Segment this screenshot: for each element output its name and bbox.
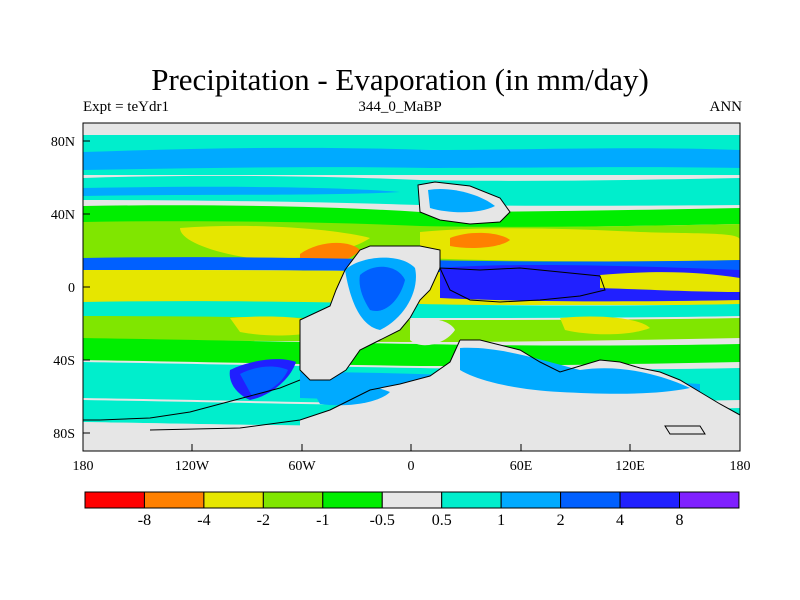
lat-tick: 0 [68, 281, 90, 296]
contour-band [240, 366, 288, 396]
contour-band [359, 266, 405, 311]
colorbar-label: 1 [497, 512, 505, 529]
colorbar-label: 4 [616, 512, 624, 529]
landmass [410, 318, 455, 346]
colorbar: -8 -4 -2 -1 -0.5 0.5 1 2 4 8 [84, 491, 740, 529]
lat-label-80s: 80S [53, 427, 75, 442]
colorbar-swatch [143, 491, 205, 509]
lon-tick: 180 [73, 444, 94, 474]
colorbar-swatch [441, 491, 502, 509]
colorbar-label: 8 [676, 512, 684, 529]
lon-tick: 180 [730, 444, 751, 474]
colorbar-label: -0.5 [370, 512, 395, 529]
latitude-axis: 80N 40N 0 40S 80S [51, 135, 90, 442]
lon-label-60w: 60W [288, 459, 316, 474]
experiment-label: Expt = teYdr1 [83, 99, 169, 115]
lat-tick: 80S [53, 427, 90, 442]
colorbar-swatch [381, 491, 443, 509]
contour-band [600, 272, 740, 292]
field-layer [83, 123, 740, 451]
season-label: ANN [709, 99, 743, 115]
lon-label-120w: 120W [175, 459, 210, 474]
colorbar-swatch [500, 491, 562, 509]
period-label: 344_0_MaBP [358, 99, 442, 115]
colorbar-label: -8 [138, 512, 151, 529]
lat-label-40s: 40S [53, 354, 75, 369]
lon-tick: 60W [288, 444, 316, 474]
coastlines [83, 181, 741, 435]
colorbar-label: 2 [557, 512, 565, 529]
contour-band [450, 232, 510, 248]
lon-label-60e: 60E [510, 459, 533, 474]
lon-tick: 120W [175, 444, 210, 474]
lon-label-180e: 180 [730, 459, 751, 474]
contour-band [460, 347, 690, 394]
colorbar-swatch [203, 491, 264, 509]
colorbar-swatch [84, 491, 145, 509]
lon-tick: 60E [510, 444, 533, 474]
lat-tick: 40S [53, 354, 90, 369]
colorbar-swatch [679, 491, 740, 509]
longitude-axis: 180 120W 60W 0 60E 120E 180 [73, 444, 751, 474]
lat-label-80n: 80N [51, 135, 75, 150]
lat-tick: 80N [51, 135, 90, 150]
colorbar-swatch [322, 491, 383, 509]
contour-band [83, 186, 400, 196]
lon-label-180w: 180 [73, 459, 94, 474]
colorbar-label: -2 [257, 512, 270, 529]
colorbar-swatch [262, 491, 324, 509]
lon-label-0: 0 [408, 459, 415, 474]
lon-tick: 120E [615, 444, 645, 474]
colorbar-swatch [619, 491, 680, 509]
colorbar-label: 0.5 [432, 512, 452, 529]
lon-tick: 0 [408, 444, 415, 474]
contour-band [428, 188, 495, 213]
map-title: Precipitation - Evaporation (in mm/day) [151, 62, 649, 97]
contour-band [83, 338, 740, 366]
colorbar-label: -4 [197, 512, 210, 529]
colorbar-swatch [560, 491, 621, 509]
contour-band [83, 147, 740, 170]
contour-band [310, 383, 390, 406]
lat-tick: 40N [51, 208, 90, 223]
lon-label-120e: 120E [615, 459, 645, 474]
contour-band [560, 316, 650, 335]
landmass [300, 340, 740, 451]
lat-label-40n: 40N [51, 208, 75, 223]
contour-band [83, 175, 740, 206]
lat-label-0: 0 [68, 281, 75, 296]
colorbar-label: -1 [316, 512, 329, 529]
